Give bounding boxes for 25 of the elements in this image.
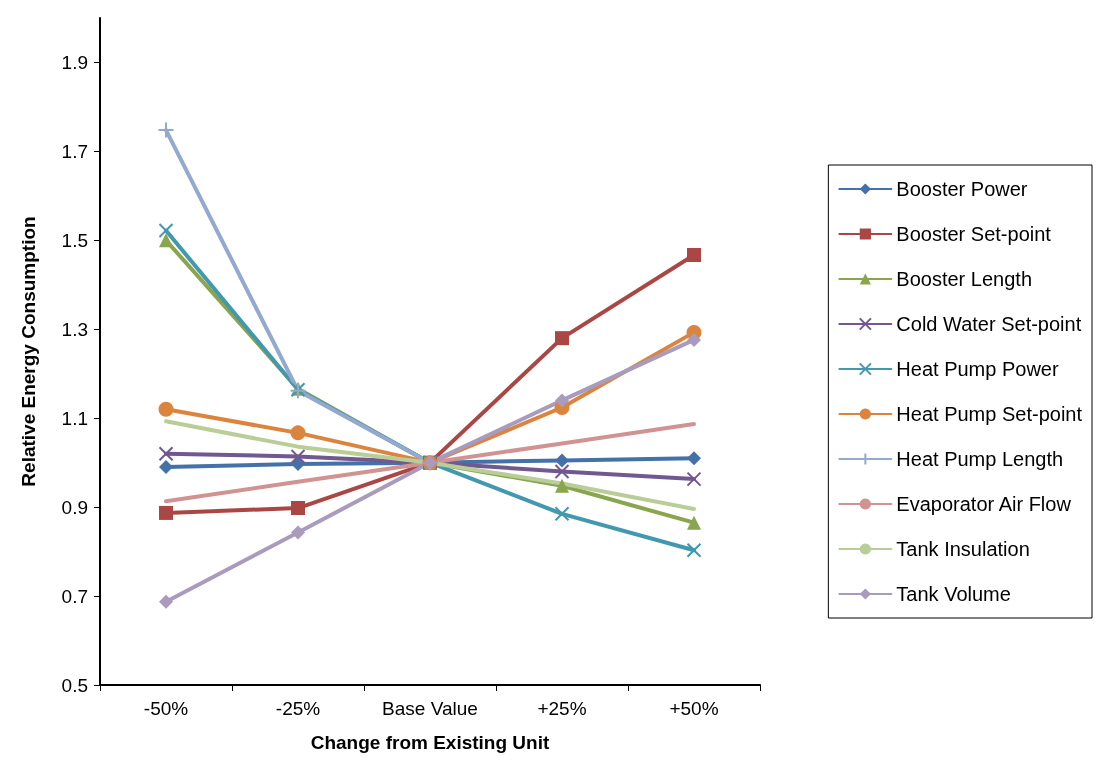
y-tick-label: 1.1 bbox=[61, 407, 88, 429]
y-tick-label: 0.5 bbox=[61, 674, 88, 696]
x-tick-label: +25% bbox=[537, 698, 587, 719]
legend-label: Booster Set-point bbox=[896, 223, 1052, 245]
legend-label: Booster Power bbox=[896, 178, 1028, 200]
legend-label: Heat Pump Power bbox=[896, 358, 1059, 380]
y-tick-label: 1.7 bbox=[61, 140, 88, 162]
y-tick-label: 1.9 bbox=[61, 51, 88, 73]
legend-label: Tank Volume bbox=[896, 583, 1011, 605]
y-tick-label: 0.9 bbox=[61, 496, 88, 518]
legend-label: Heat Pump Set-point bbox=[896, 403, 1083, 425]
y-tick-label: 1.5 bbox=[61, 229, 88, 251]
x-tick-label: Base Value bbox=[382, 698, 478, 719]
legend-label: Tank Insulation bbox=[896, 538, 1030, 560]
y-tick-label: 1.3 bbox=[61, 318, 88, 340]
legend-label: Cold Water Set-point bbox=[896, 313, 1082, 335]
x-tick-label: -25% bbox=[275, 698, 321, 719]
x-tick-label: -50% bbox=[143, 698, 189, 719]
y-axis-title: Relative Energy Consumption bbox=[18, 216, 39, 487]
x-tick-label: +50% bbox=[669, 698, 719, 719]
legend-label: Booster Length bbox=[896, 268, 1032, 290]
x-axis-title: Change from Existing Unit bbox=[310, 732, 550, 753]
legend-label: Evaporator Air Flow bbox=[896, 493, 1072, 515]
y-tick-label: 0.7 bbox=[61, 585, 88, 607]
legend-label: Heat Pump Length bbox=[896, 448, 1064, 470]
